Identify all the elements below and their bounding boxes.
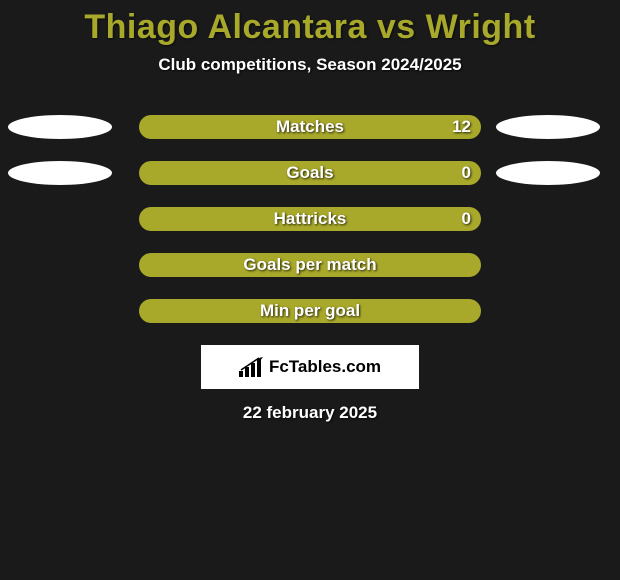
player-right-marker: [496, 115, 600, 139]
stat-row: Goals per match: [0, 253, 620, 277]
stat-value-right: 0: [462, 163, 471, 183]
stat-row: Goals 0: [0, 161, 620, 185]
stat-label: Goals: [286, 163, 333, 183]
player-left-marker: [8, 115, 112, 139]
stat-value-right: 0: [462, 209, 471, 229]
stat-row: Matches 12: [0, 115, 620, 139]
date-label: 22 february 2025: [0, 403, 620, 423]
stat-bar: Matches 12: [139, 115, 481, 139]
stat-label: Matches: [276, 117, 344, 137]
stat-label: Min per goal: [260, 301, 360, 321]
comparison-infographic: Thiago Alcantara vs Wright Club competit…: [0, 0, 620, 423]
chart-icon: [239, 357, 263, 377]
page-subtitle: Club competitions, Season 2024/2025: [0, 55, 620, 75]
stat-bar: Goals 0: [139, 161, 481, 185]
stat-bar: Goals per match: [139, 253, 481, 277]
brand-text: FcTables.com: [269, 357, 381, 377]
stat-label: Goals per match: [243, 255, 376, 275]
stat-value-right: 12: [452, 117, 471, 137]
stat-row: Min per goal: [0, 299, 620, 323]
stat-label: Hattricks: [274, 209, 347, 229]
player-right-marker: [496, 161, 600, 185]
stat-bar: Hattricks 0: [139, 207, 481, 231]
stat-rows: Matches 12 Goals 0 Hattricks 0 Goals per match…: [0, 115, 620, 323]
page-title: Thiago Alcantara vs Wright: [0, 8, 620, 47]
player-left-marker: [8, 161, 112, 185]
stat-bar: Min per goal: [139, 299, 481, 323]
brand-badge: FcTables.com: [201, 345, 419, 389]
stat-row: Hattricks 0: [0, 207, 620, 231]
